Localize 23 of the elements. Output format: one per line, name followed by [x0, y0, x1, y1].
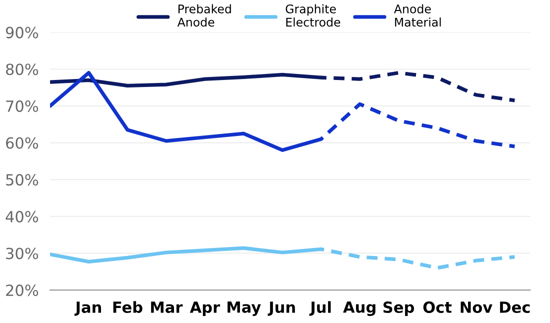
legend-label: Graphite Electrode	[286, 4, 340, 27]
x-tick-label: Oct	[423, 301, 452, 313]
y-tick-label: 50%	[6, 174, 38, 186]
y-tick-label: 60%	[6, 137, 38, 149]
x-tick-label: Jan	[74, 302, 102, 316]
y-tick-label: 90%	[6, 26, 38, 38]
y-tick-label: 80%	[6, 64, 38, 76]
y-tick-label: 70%	[6, 100, 38, 112]
x-tick-label: Sep	[383, 301, 414, 316]
legend-label: Prebaked Anode	[177, 4, 231, 27]
x-tick-label: Mar	[151, 302, 183, 313]
x-tick-label: Dec	[500, 302, 530, 313]
x-tick-label: Jul	[309, 301, 331, 316]
x-tick-label: Aug	[343, 302, 376, 316]
y-tick-label: 40%	[6, 210, 38, 222]
legend-label: Anode Material	[394, 4, 441, 27]
y-tick-label: 20%	[6, 284, 38, 296]
x-tick-label: Jun	[268, 302, 295, 316]
x-tick-label: Apr	[190, 302, 220, 316]
y-tick-label: 30%	[6, 248, 38, 260]
x-tick-label: May	[228, 302, 261, 316]
x-tick-label: Nov	[460, 302, 492, 313]
x-tick-label: Feb	[113, 301, 142, 313]
